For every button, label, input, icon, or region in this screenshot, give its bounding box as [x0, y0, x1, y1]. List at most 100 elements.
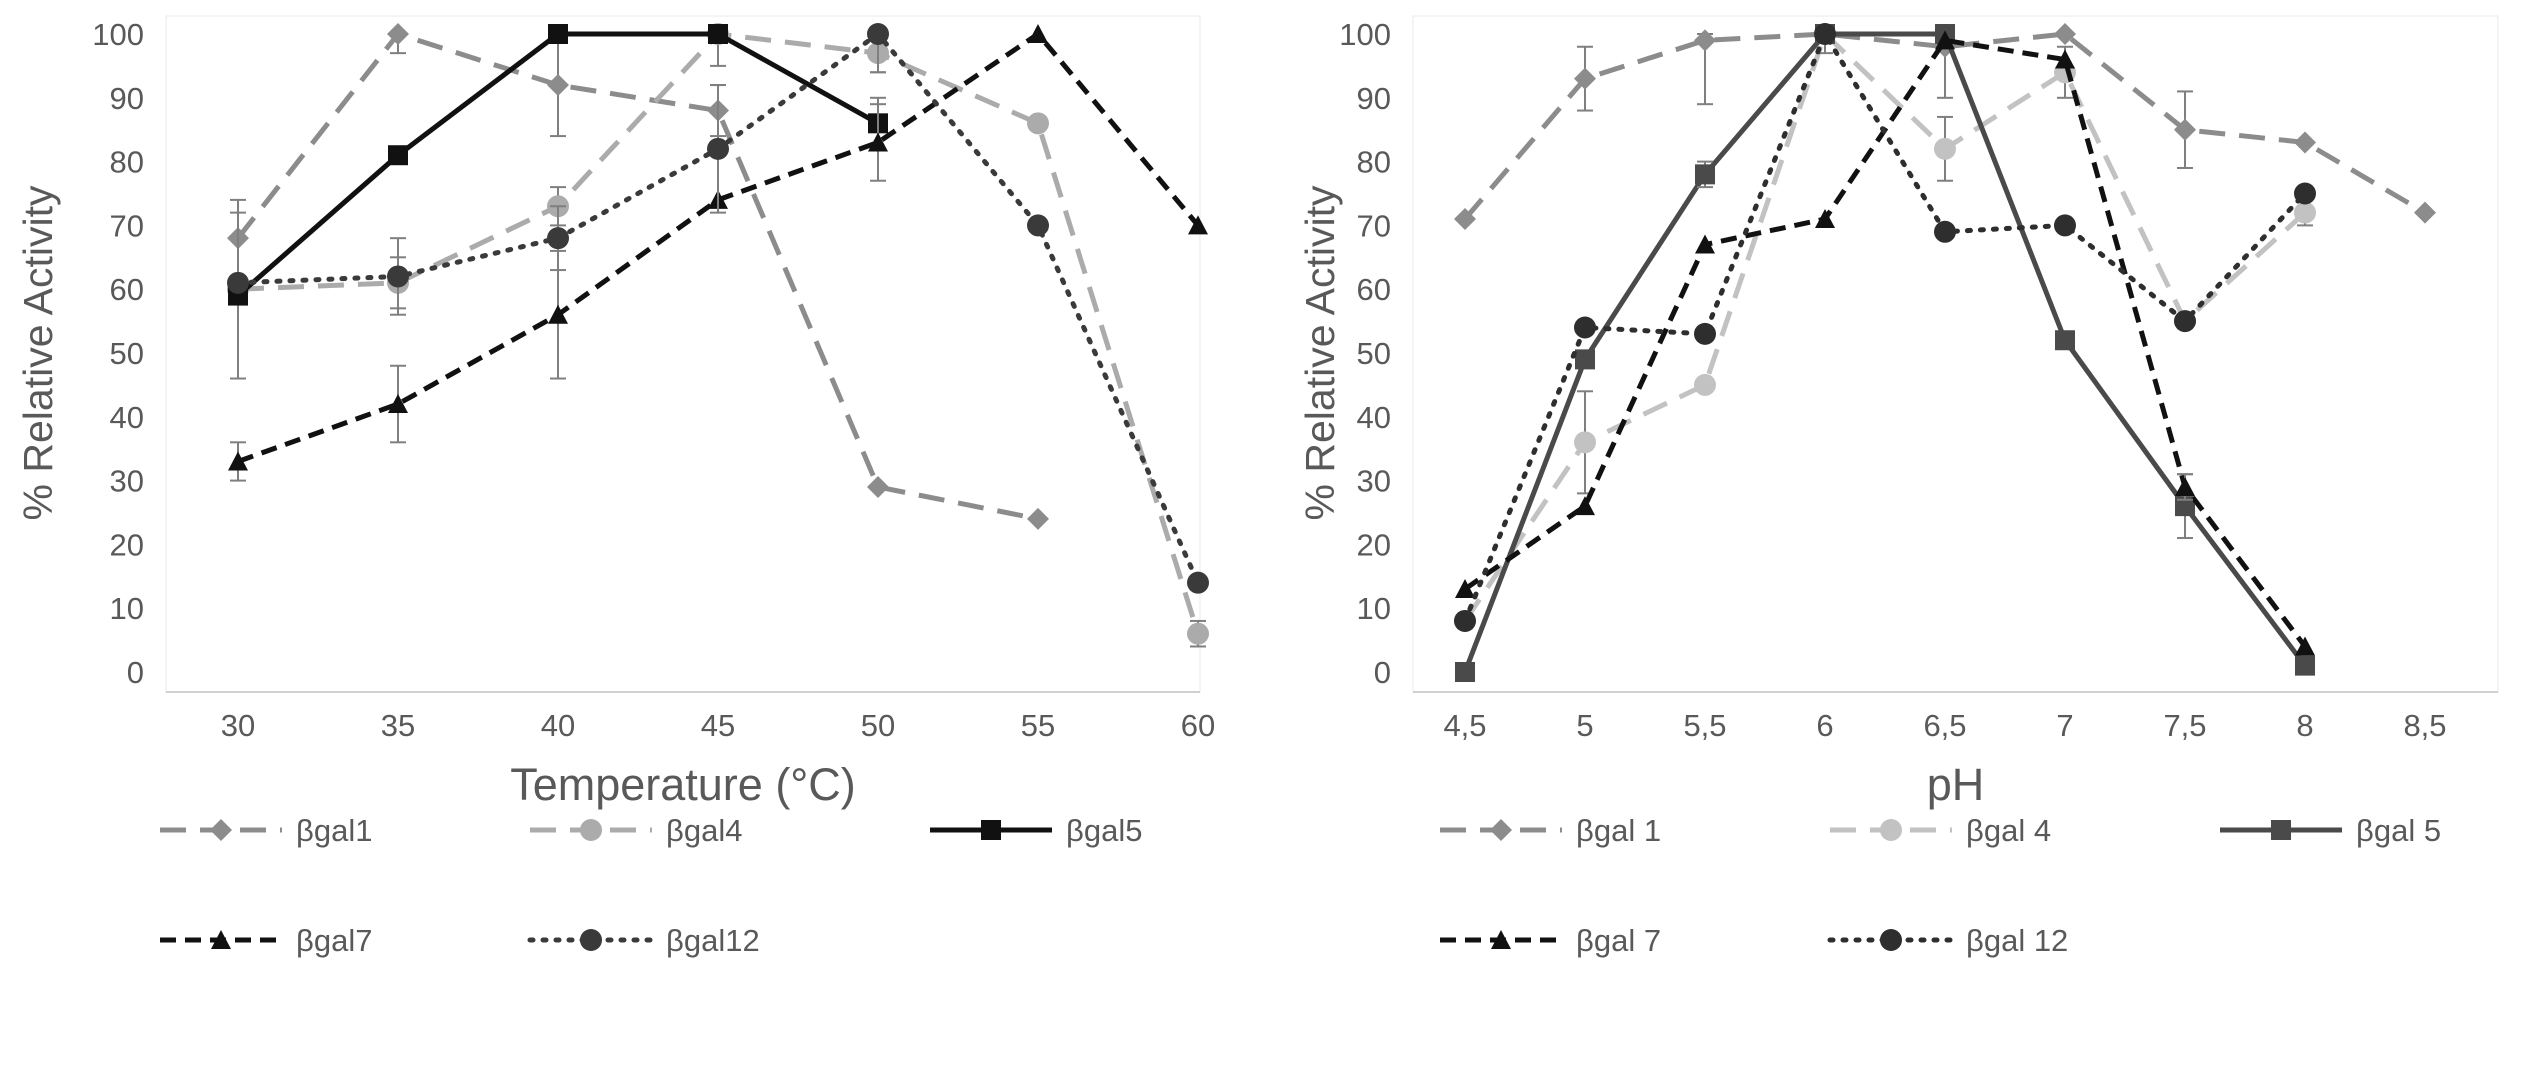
x-tick-label: 6,5 — [1923, 708, 1966, 743]
x-tick-label: 4,5 — [1443, 708, 1486, 743]
series-5 — [1454, 23, 2316, 632]
data-point — [2295, 655, 2315, 676]
data-point — [1027, 214, 1049, 237]
data-point — [708, 24, 728, 44]
x-axis-title: Temperature (°C) — [510, 759, 856, 810]
data-point — [228, 451, 248, 471]
y-tick-label: 80 — [1357, 145, 1391, 180]
data-point — [1695, 234, 1715, 254]
legend-item: βgal 12 — [1827, 923, 2068, 958]
legend-marker — [2271, 820, 2291, 840]
data-point — [2055, 49, 2075, 69]
legend-marker — [1880, 819, 1902, 841]
data-point — [1455, 662, 1475, 682]
data-point — [867, 23, 889, 45]
data-point — [868, 132, 888, 152]
data-point — [387, 23, 409, 45]
x-tick-label: 60 — [1181, 708, 1215, 743]
x-tick-label: 8 — [2296, 708, 2313, 743]
data-point — [1027, 112, 1049, 135]
y-tick-label: 100 — [92, 17, 144, 52]
data-point — [1934, 137, 1956, 160]
x-tick-label: 5,5 — [1683, 708, 1726, 743]
chart-2: 0 10 20 30 40 50 60 70 80 90 100 4,5 5 5,5 6 6,5 7 7,5 8 8,… — [1297, 15, 2499, 958]
legend-label: βgal12 — [666, 923, 760, 958]
legend-label: βgal1 — [296, 813, 372, 848]
data-point — [2054, 23, 2076, 45]
legend-label: βgal7 — [296, 923, 372, 958]
data-point — [1028, 24, 1048, 43]
series-line — [236, 31, 1039, 522]
data-point — [1694, 29, 1716, 52]
legend-label: βgal 7 — [1576, 923, 1661, 958]
data-point — [547, 74, 569, 97]
legend-label: βgal 12 — [1966, 923, 2068, 958]
y-tick-label: 20 — [1357, 527, 1391, 562]
y-tick-label: 70 — [1357, 208, 1391, 243]
data-point — [1935, 30, 1955, 50]
legend-item: βgal12 — [527, 923, 760, 958]
data-point — [2175, 476, 2195, 496]
legend-item: βgal 7 — [1440, 923, 1661, 958]
y-tick-label: 50 — [110, 336, 144, 371]
x-tick-label: 6 — [1816, 708, 1833, 743]
data-point — [2055, 330, 2075, 351]
x-tick-label: 50 — [861, 708, 895, 743]
series-5 — [227, 23, 1209, 594]
x-tick-label: 7 — [2056, 708, 2073, 743]
legend-item: βgal5 — [930, 813, 1142, 848]
y-tick-label: 40 — [110, 400, 144, 435]
legend-marker — [1880, 929, 1902, 951]
legend-marker — [981, 820, 1001, 840]
data-point — [1454, 609, 1476, 632]
data-point — [1574, 67, 1596, 90]
legend-label: βgal4 — [666, 813, 742, 848]
y-tick-label: 20 — [110, 527, 144, 562]
data-point — [1575, 496, 1595, 516]
data-point — [1187, 571, 1209, 594]
series-line — [1462, 31, 2308, 624]
data-point — [387, 265, 409, 288]
data-point — [1694, 373, 1716, 396]
x-tick-label: 55 — [1021, 708, 1055, 743]
data-point — [2054, 214, 2076, 237]
y-tick-label: 60 — [110, 272, 144, 307]
legend-item: βgal 1 — [1440, 813, 1661, 848]
data-point — [2294, 131, 2316, 154]
y-tick-label: 60 — [1357, 272, 1391, 307]
legend: βgal1 βgal4 βgal5 βgal7 βgal12 — [160, 813, 1142, 958]
series-line — [1462, 31, 2307, 623]
legend-label: βgal 1 — [1576, 813, 1661, 848]
x-tick-label: 40 — [541, 708, 575, 743]
legend-item: βgal7 — [160, 923, 372, 958]
data-point — [2174, 118, 2196, 141]
data-point — [2414, 201, 2436, 224]
data-point — [227, 271, 249, 294]
x-tick-label: 5 — [1576, 708, 1593, 743]
y-tick-label: 30 — [1357, 464, 1391, 499]
y-tick-label: 100 — [1339, 17, 1391, 52]
data-point — [1575, 349, 1595, 370]
data-point — [1574, 316, 1596, 339]
y-axis-title: % Relative Activity — [15, 185, 61, 520]
data-point — [1455, 579, 1475, 599]
data-point — [707, 137, 729, 160]
legend-item: βgal 4 — [1830, 813, 2051, 848]
y-tick-label: 10 — [1357, 591, 1391, 626]
x-tick-label: 45 — [701, 708, 735, 743]
data-point — [2174, 310, 2196, 333]
legend-item: βgal4 — [530, 813, 742, 848]
data-point — [1187, 622, 1209, 645]
data-point — [1694, 322, 1716, 345]
data-point — [2294, 182, 2316, 205]
y-tick-label: 0 — [127, 655, 144, 690]
data-point — [388, 145, 408, 166]
y-tick-label: 90 — [1357, 81, 1391, 116]
data-point — [1815, 209, 1835, 229]
x-axis-title: pH — [1927, 759, 1985, 810]
legend-item: βgal 5 — [2220, 813, 2441, 848]
legend-marker — [210, 819, 232, 841]
legend-item: βgal1 — [160, 813, 372, 848]
data-point — [1814, 23, 1836, 45]
data-point — [548, 24, 568, 44]
